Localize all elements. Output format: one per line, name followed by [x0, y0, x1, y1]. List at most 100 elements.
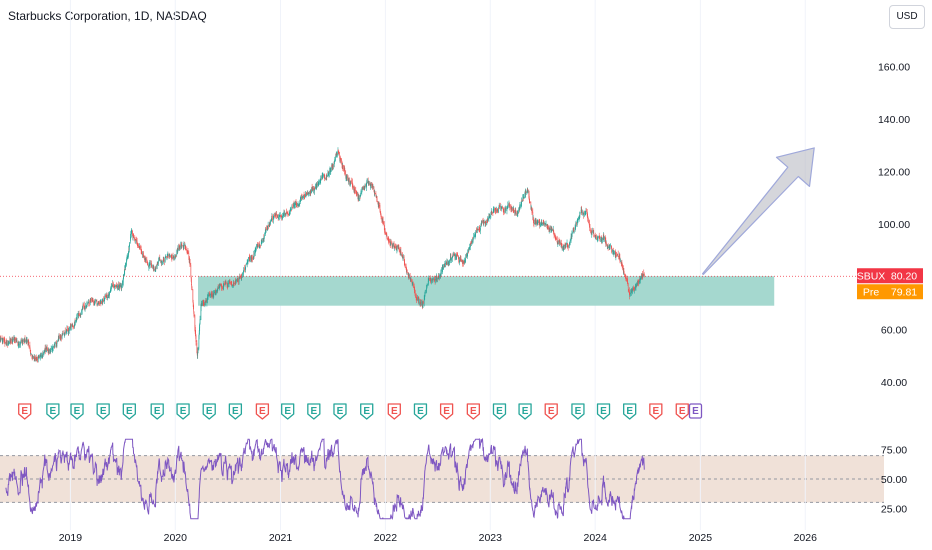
earnings-marker-label: E	[154, 406, 161, 417]
candle-body	[266, 228, 267, 230]
y-tick-label: 160.00	[878, 61, 910, 73]
candle-body	[481, 222, 482, 225]
projection-arrow[interactable]	[701, 147, 815, 276]
candle-body	[93, 301, 94, 303]
earnings-marker[interactable]: E	[571, 403, 585, 420]
candle-body	[227, 283, 229, 286]
candle-body	[583, 212, 585, 214]
candle-body	[545, 223, 546, 225]
earnings-marker[interactable]: E	[596, 403, 611, 420]
candle-body	[388, 240, 390, 241]
earnings-marker[interactable]: E	[255, 403, 270, 420]
candle-body	[549, 228, 551, 230]
earnings-marker[interactable]: E	[675, 403, 689, 420]
earnings-marker[interactable]: E	[333, 403, 347, 420]
candle-body	[479, 228, 480, 230]
candle-body	[563, 245, 565, 248]
earnings-marker-label: E	[337, 406, 344, 417]
candle-body	[590, 229, 591, 231]
candle-body	[70, 324, 72, 328]
earnings-marker[interactable]: E	[228, 403, 243, 420]
earnings-marker-shield	[492, 403, 507, 420]
earnings-marker[interactable]: E	[70, 403, 84, 420]
candle-body	[639, 280, 640, 284]
candle-body	[137, 244, 138, 247]
earnings-marker[interactable]: E	[46, 403, 60, 420]
candle-body	[305, 193, 307, 195]
candle-body	[439, 275, 440, 278]
candle-body	[419, 301, 420, 303]
candle-body	[360, 192, 361, 196]
candle-body	[636, 284, 637, 286]
earnings-marker[interactable]: E	[150, 403, 164, 420]
candle-body	[561, 246, 563, 248]
earnings-marker[interactable]: E	[202, 403, 216, 420]
candle-body	[410, 279, 411, 282]
earnings-marker[interactable]: E	[122, 403, 136, 420]
earnings-marker-shield	[596, 403, 611, 420]
candle-body	[456, 254, 457, 258]
support-zone[interactable]	[198, 276, 775, 306]
candle-body	[591, 230, 592, 234]
earnings-marker[interactable]: E	[307, 403, 321, 420]
candle-body	[223, 284, 225, 285]
candle-body	[452, 257, 453, 259]
candle-body	[50, 348, 52, 351]
candle-body	[458, 255, 459, 259]
earnings-marker[interactable]: E	[544, 403, 558, 420]
candle-body	[225, 282, 227, 284]
price-tags-layer: SBUX 80.20 Pre 79.81	[857, 268, 923, 300]
candle-body	[171, 257, 173, 259]
candle-body	[589, 223, 590, 226]
earnings-marker[interactable]: E	[413, 403, 428, 420]
candle-body	[332, 165, 334, 167]
earnings-marker-label: E	[575, 406, 582, 417]
candle-body	[60, 338, 62, 340]
candle-body	[32, 357, 33, 358]
candle-body	[145, 258, 147, 260]
candle-body	[250, 257, 251, 260]
earnings-marker[interactable]: E	[439, 403, 454, 420]
earnings-marker[interactable]: E	[492, 403, 507, 420]
earnings-marker[interactable]: E	[387, 403, 401, 420]
earnings-marker[interactable]: E	[466, 403, 480, 420]
earnings-marker[interactable]: E	[176, 403, 190, 420]
candle-body	[386, 234, 388, 237]
candle-body	[606, 243, 607, 246]
candle-body	[324, 178, 326, 179]
earnings-marker[interactable]: E	[360, 403, 374, 420]
pre-market-tag: Pre 79.81	[857, 284, 923, 300]
candle-body	[403, 256, 405, 261]
earnings-marker[interactable]: E	[623, 403, 637, 420]
earnings-marker[interactable]: E	[649, 403, 663, 420]
candle-body	[177, 248, 179, 251]
earnings-marker[interactable]: E	[18, 403, 32, 420]
earnings-marker[interactable]: E	[281, 403, 295, 420]
candle-body	[314, 189, 315, 192]
candle-body	[602, 237, 603, 241]
candle-body	[125, 265, 126, 267]
candle-body	[123, 274, 124, 279]
candle-body	[489, 216, 491, 218]
candle-body	[272, 219, 273, 220]
candle-body	[501, 206, 503, 208]
candle-body	[223, 285, 224, 288]
candle-body	[577, 219, 579, 220]
earnings-marker[interactable]: E	[688, 403, 703, 419]
candle-body	[268, 224, 269, 227]
currency-button[interactable]: USD	[889, 5, 925, 29]
candle-body	[627, 284, 629, 289]
earnings-marker[interactable]: E	[518, 403, 532, 420]
candle-body	[192, 289, 194, 301]
earnings-marker-label: E	[600, 406, 607, 417]
candle-body	[183, 245, 184, 249]
candle-body	[375, 193, 377, 195]
earnings-marker-shield	[518, 403, 532, 420]
earnings-marker[interactable]: E	[96, 403, 110, 420]
candle-body	[616, 255, 617, 256]
candle-body	[513, 208, 515, 212]
candle-body	[199, 319, 201, 324]
candle-body	[521, 200, 522, 204]
earnings-marker-shield	[96, 403, 110, 420]
